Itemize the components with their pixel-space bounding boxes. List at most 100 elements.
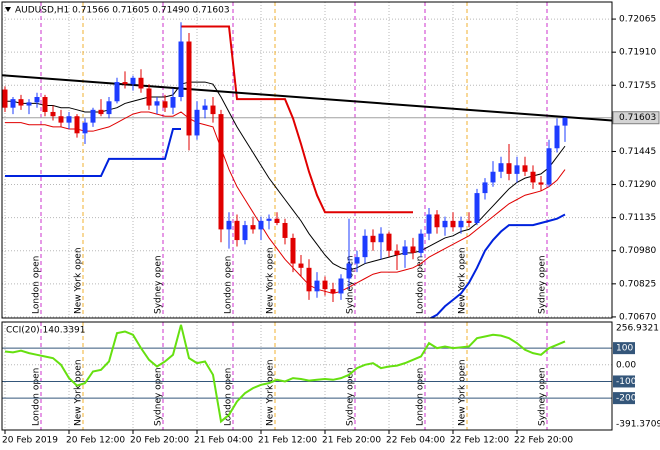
session-label: Sydney open xyxy=(538,367,548,426)
y-tick-label: 0.70980 xyxy=(619,246,656,256)
candle-body xyxy=(106,101,112,115)
candle-body xyxy=(162,101,168,108)
y-tick-label: 0.00 xyxy=(616,360,636,370)
candle-body xyxy=(354,257,360,264)
indicator-line xyxy=(5,128,566,318)
session-label: London open xyxy=(416,368,426,426)
candle-body xyxy=(298,263,304,268)
y-tick-label: 0.70670 xyxy=(619,312,656,322)
candle-body xyxy=(218,114,224,230)
candle-body xyxy=(210,105,216,115)
session-label: New York open xyxy=(74,359,84,426)
y-limit-label: -391.3709 xyxy=(616,420,660,430)
cci-title: CCI(20) 140.3391 xyxy=(6,326,86,336)
x-tick-label: 22 Feb 12:00 xyxy=(450,436,509,446)
menu-triangle[interactable] xyxy=(5,7,11,12)
candle-body xyxy=(226,220,232,230)
candle-body xyxy=(378,233,384,243)
candle-body xyxy=(42,97,48,112)
level-box xyxy=(613,375,635,388)
candle-body xyxy=(58,116,64,123)
x-tick-label: 21 Feb 20:00 xyxy=(322,436,381,446)
candle-body xyxy=(186,41,192,136)
y-tick-label: 0.71755 xyxy=(619,81,656,91)
candle-body xyxy=(306,267,312,292)
candle-body xyxy=(498,163,504,172)
candle-body xyxy=(138,77,144,89)
session-label: New York open xyxy=(266,359,276,426)
level-box xyxy=(613,342,635,355)
candle-body xyxy=(410,246,416,253)
candle-body xyxy=(10,99,16,108)
session-label: Sydney open xyxy=(346,255,356,314)
indicator-line xyxy=(5,81,566,271)
candle-body xyxy=(514,165,520,174)
y-tick-label: 0.71445 xyxy=(619,147,656,157)
session-label: New York open xyxy=(458,359,468,426)
x-tick-label: 20 Feb 2019 xyxy=(2,436,58,446)
candle-body xyxy=(442,220,448,228)
candle-body xyxy=(458,220,464,228)
session-label: Sydney open xyxy=(154,367,164,426)
candle-body xyxy=(250,225,256,230)
candle-body xyxy=(282,222,288,238)
candle-body xyxy=(538,182,544,185)
last-price-label: 0.71603 xyxy=(619,113,656,123)
x-tick-label: 21 Feb 04:00 xyxy=(194,436,253,446)
candle-body xyxy=(178,41,184,98)
y-tick-label: -100 xyxy=(616,377,637,387)
y-tick-label: 0.71135 xyxy=(619,213,656,223)
candle-body xyxy=(490,171,496,183)
x-tick-label: 20 Feb 20:00 xyxy=(130,436,189,446)
candle-body xyxy=(554,125,560,149)
candle-body xyxy=(402,246,408,256)
candle-body xyxy=(154,101,160,106)
candle-body xyxy=(234,220,240,241)
session-label: Sydney open xyxy=(154,255,164,314)
candle-body xyxy=(2,89,8,108)
x-tick-label: 22 Feb 04:00 xyxy=(386,436,445,446)
candle-body xyxy=(74,116,80,134)
candle-body xyxy=(50,111,56,117)
candle-body xyxy=(242,225,248,241)
candle-body xyxy=(34,97,40,103)
candle-body xyxy=(170,97,176,108)
cci-plot: London open New York open Sydney open Londo… xyxy=(2,322,612,430)
y-tick-label: 0.70825 xyxy=(619,279,656,289)
candle-body xyxy=(90,109,96,123)
chart-title: AUDUSD,H1 0.71566 0.71605 0.71490 0.7160… xyxy=(15,6,230,16)
candle-body xyxy=(322,280,328,290)
candle-body xyxy=(82,122,88,134)
candle-body xyxy=(314,280,320,292)
cci-frame xyxy=(1,321,613,431)
cci-line xyxy=(4,324,566,424)
candle-body xyxy=(66,116,72,123)
candle-body xyxy=(114,82,120,102)
y-tick-label: 0.71290 xyxy=(619,180,656,190)
candle-body xyxy=(562,117,568,126)
price-plot: London open New York open Sydney open Londo… xyxy=(2,2,612,318)
session-label: London open xyxy=(224,368,234,426)
x-tick-label: 21 Feb 12:00 xyxy=(258,436,317,446)
candle-body xyxy=(122,82,128,85)
candle-body xyxy=(338,278,344,294)
candle-body xyxy=(346,263,352,279)
candle-body xyxy=(426,214,432,234)
session-label: New York open xyxy=(74,247,84,314)
x-tick-label: 20 Feb 12:00 xyxy=(66,436,125,446)
candle-body xyxy=(418,233,424,253)
overlay-layer: 0.70670 0.70825 0.70980 0.71135 0.71290 0.714… xyxy=(2,15,660,446)
candle-body xyxy=(386,233,392,251)
candle-body xyxy=(26,102,32,106)
session-label: London open xyxy=(32,368,42,426)
session-label: New York open xyxy=(266,247,276,314)
session-label: London open xyxy=(416,256,426,314)
candle-body xyxy=(482,182,488,194)
price-frame xyxy=(1,1,613,319)
candle-body xyxy=(370,235,376,243)
candle-body xyxy=(202,105,208,110)
indicator-line xyxy=(5,111,566,294)
